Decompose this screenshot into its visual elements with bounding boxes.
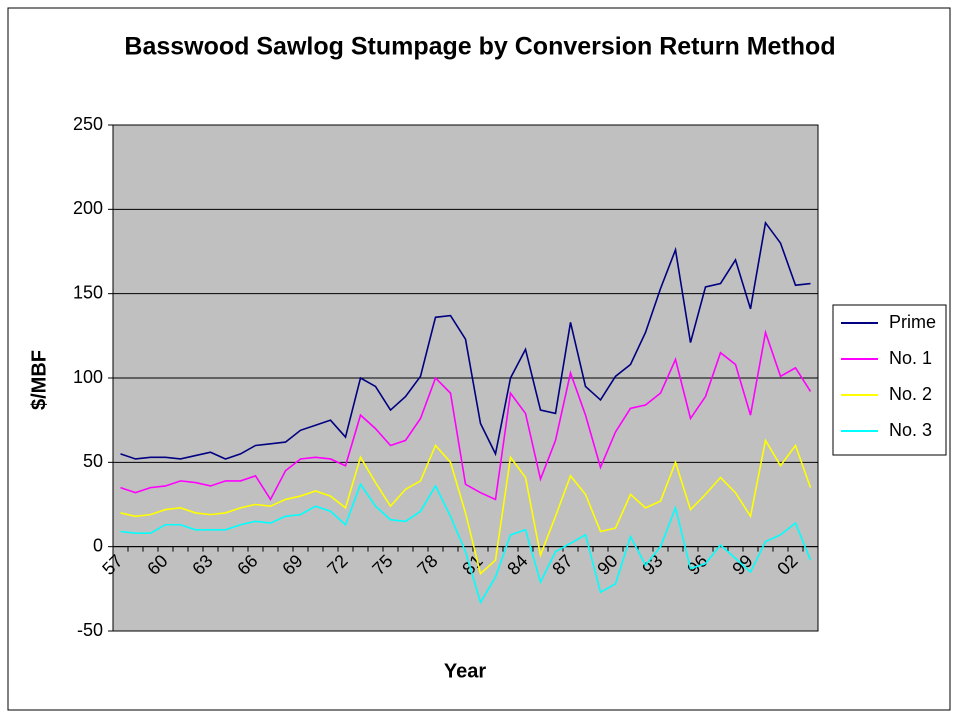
legend-label: No. 2 bbox=[889, 384, 932, 404]
y-tick-label: 50 bbox=[83, 451, 103, 471]
y-tick-label: 0 bbox=[93, 535, 103, 555]
legend-label: No. 1 bbox=[889, 348, 932, 368]
y-tick-label: -50 bbox=[77, 620, 103, 640]
y-tick-label: 150 bbox=[73, 282, 103, 302]
y-tick-label: 100 bbox=[73, 367, 103, 387]
y-tick-label: 200 bbox=[73, 198, 103, 218]
series-line bbox=[120, 220, 811, 460]
legend-label: Prime bbox=[889, 312, 936, 332]
x-axis-title: Year bbox=[444, 660, 486, 682]
y-tick-label: 250 bbox=[73, 114, 103, 134]
series-line bbox=[120, 482, 812, 605]
y-axis-title: $/MBF bbox=[28, 350, 50, 410]
series-line bbox=[120, 329, 812, 502]
chart-title: Basswood Sawlog Stumpage by Conversion R… bbox=[124, 33, 835, 61]
legend-label: No. 3 bbox=[889, 420, 932, 440]
series-line bbox=[120, 438, 812, 576]
